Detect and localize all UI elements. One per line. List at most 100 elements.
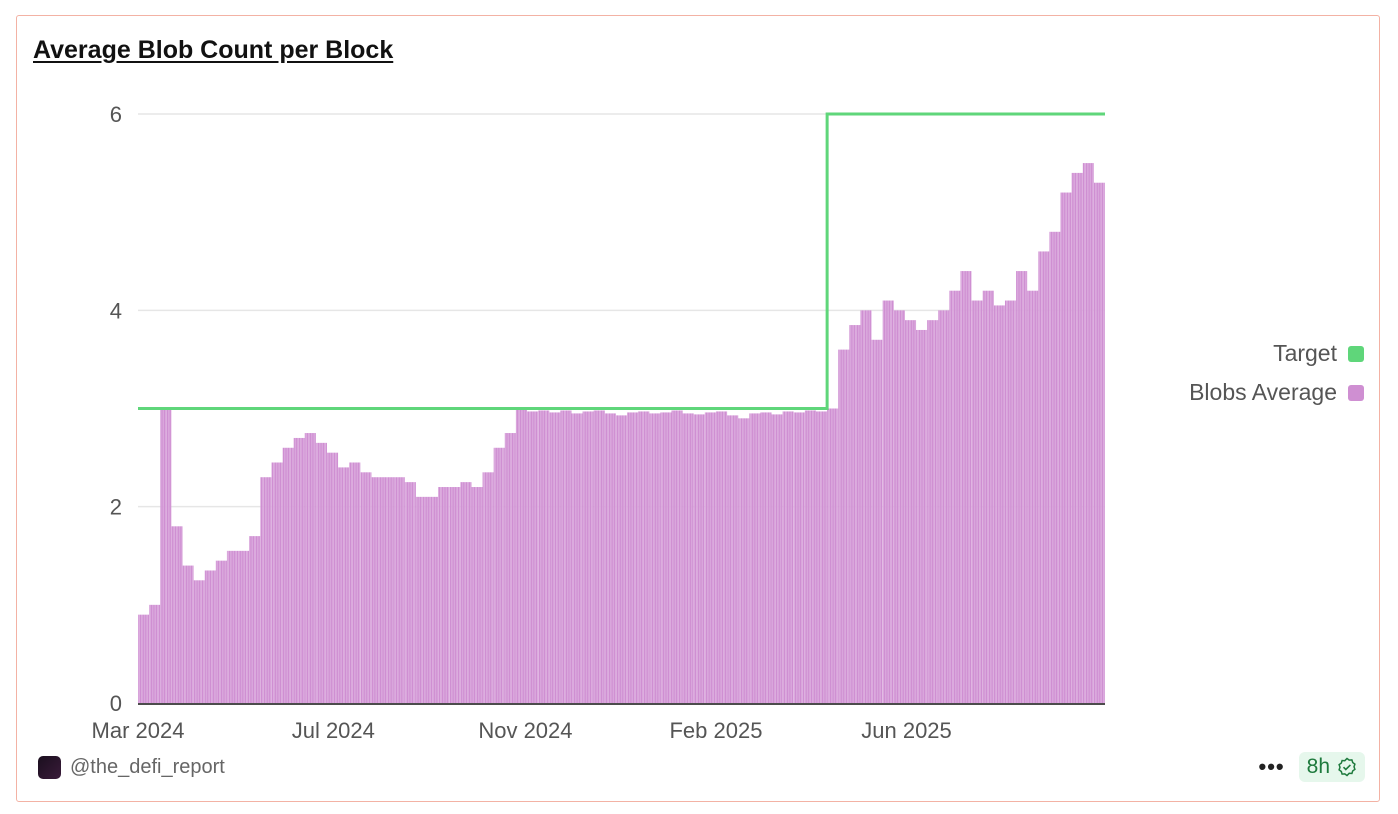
- blob-bar: [682, 413, 694, 703]
- blob-bar: [282, 447, 294, 703]
- blob-bar: [182, 565, 194, 703]
- blob-bar: [860, 310, 872, 703]
- blob-bar: [660, 412, 672, 703]
- blob-bar: [438, 487, 450, 703]
- blob-bar: [1027, 290, 1039, 703]
- legend-item-target[interactable]: Target: [1189, 334, 1364, 373]
- blob-bar: [838, 349, 850, 703]
- blob-bar: [916, 329, 928, 703]
- blob-bar: [727, 415, 739, 703]
- blob-bar: [960, 271, 972, 703]
- blob-bar: [549, 412, 561, 703]
- blob-bar: [1082, 163, 1094, 704]
- blob-bar: [993, 305, 1005, 703]
- blob-bar: [627, 412, 639, 703]
- blob-bar: [1093, 182, 1105, 703]
- blob-bar: [693, 414, 705, 703]
- blob-bar: [938, 310, 950, 703]
- blob-bar: [882, 300, 894, 703]
- blob-bar: [160, 408, 172, 703]
- blob-bar: [1038, 251, 1050, 703]
- blob-bar: [904, 320, 917, 703]
- y-tick-label: 2: [110, 495, 122, 520]
- blob-bar: [382, 477, 394, 703]
- blob-bar: [360, 472, 372, 703]
- blob-bar: [649, 413, 661, 703]
- blob-bar: [271, 462, 283, 703]
- blob-bar: [471, 487, 483, 703]
- blob-bar: [538, 410, 550, 703]
- freshness-text: 8h: [1306, 755, 1330, 778]
- x-tick-label: Jun 2025: [861, 718, 952, 743]
- blob-bar: [804, 410, 817, 703]
- blob-bar: [816, 411, 828, 703]
- more-options-icon[interactable]: •••: [1258, 754, 1285, 779]
- blob-bar: [849, 325, 861, 703]
- blob-bar: [782, 411, 794, 703]
- x-tick-label: Mar 2024: [92, 718, 185, 743]
- blob-bar: [238, 550, 250, 703]
- blob-bar: [749, 413, 761, 703]
- blob-bar: [482, 472, 494, 703]
- y-tick-label: 4: [110, 298, 122, 323]
- blob-bar: [593, 410, 605, 703]
- blob-bar: [715, 411, 728, 703]
- blob-bar: [1071, 172, 1083, 703]
- blob-bar: [515, 408, 528, 703]
- target-line: [138, 112, 1105, 410]
- blob-bar: [571, 413, 583, 703]
- blob-bar: [704, 412, 716, 703]
- blob-bar: [249, 536, 261, 703]
- blob-bar: [171, 526, 183, 703]
- blob-bar: [982, 290, 994, 703]
- blob-bar: [193, 580, 205, 703]
- blob-bar: [949, 290, 961, 703]
- blob-bar: [226, 550, 239, 703]
- avatar: [38, 756, 61, 779]
- blob-bar: [326, 452, 339, 703]
- target-swatch-icon: [1348, 345, 1364, 362]
- blob-bar: [582, 411, 594, 703]
- blob-bar: [204, 570, 216, 703]
- blob-bar: [927, 320, 939, 703]
- blob-bar: [304, 433, 316, 703]
- blob-bar: [371, 477, 383, 703]
- freshness-badge[interactable]: 8h: [1298, 752, 1365, 782]
- x-tick-label: Jul 2024: [292, 718, 375, 743]
- x-tick-label: Nov 2024: [478, 718, 572, 743]
- blob-bar: [1004, 300, 1017, 703]
- chart-title[interactable]: Average Blob Count per Block: [33, 36, 394, 64]
- blob-bar: [638, 411, 650, 703]
- blob-bar: [827, 408, 839, 703]
- legend-label-blobs-average: Blobs Average: [1189, 379, 1337, 405]
- legend-label-target: Target: [1273, 340, 1337, 366]
- author-link[interactable]: @the_defi_report: [38, 756, 225, 779]
- legend-item-blobs-average[interactable]: Blobs Average: [1189, 373, 1364, 412]
- blob-bar: [349, 462, 361, 703]
- blob-bar: [293, 437, 305, 703]
- blob-bar: [893, 310, 905, 703]
- blob-bar: [149, 604, 161, 703]
- x-tick-label: Feb 2025: [669, 718, 762, 743]
- blob-bar: [315, 442, 327, 703]
- blobs-swatch-icon: [1348, 384, 1364, 401]
- legend: Target Blobs Average: [1189, 334, 1364, 412]
- blob-bar: [771, 414, 783, 703]
- y-tick-label: 0: [110, 691, 122, 716]
- y-tick-label: 6: [110, 102, 122, 127]
- blob-bar: [215, 560, 227, 703]
- blob-bar: [460, 482, 472, 703]
- blob-bar: [871, 339, 883, 703]
- blob-bar: [604, 413, 616, 703]
- blob-bar: [615, 415, 628, 703]
- blob-bar: [793, 412, 805, 703]
- blob-bar: [671, 410, 683, 703]
- blob-bar: [738, 418, 750, 703]
- blob-bar: [426, 496, 439, 703]
- verified-badge-icon: [1338, 757, 1356, 777]
- blob-bar: [1060, 192, 1072, 704]
- author-handle: @the_defi_report: [70, 756, 225, 778]
- blob-bar: [560, 410, 572, 703]
- blob-bar: [527, 411, 539, 703]
- blob-bar: [415, 496, 427, 703]
